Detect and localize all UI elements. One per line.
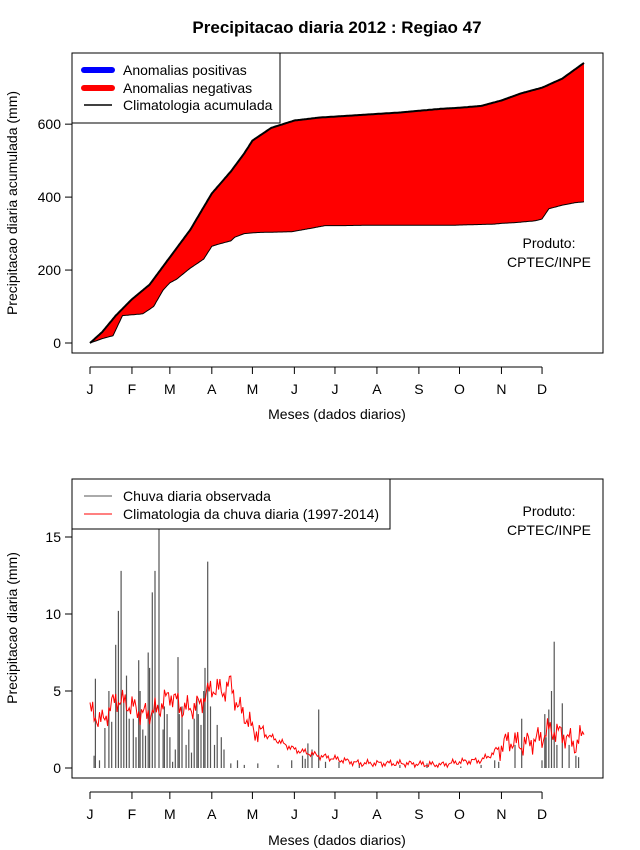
top-product-label-1: Produto: <box>523 235 576 251</box>
bottom-x-tick-label: M <box>164 806 176 822</box>
bottom-x-tick-label: O <box>454 806 465 822</box>
bottom-y-tick-label: 10 <box>45 606 61 622</box>
top-x-tick-label: J <box>331 381 338 397</box>
top-legend: Anomalias positivas Anomalias negativas … <box>71 52 281 124</box>
top-x-tick-label: M <box>164 381 176 397</box>
bottom-x-tick-label: A <box>207 806 217 822</box>
top-x-tick-label: F <box>128 381 137 397</box>
bottom-x-tick-label: S <box>414 806 423 822</box>
top-y-tick-label: 400 <box>38 189 62 205</box>
legend-label-climatology-daily: Climatologia da chuva diaria (1997-2014) <box>123 506 379 522</box>
bottom-x-axis-label: Meses (dados diarios) <box>268 832 406 848</box>
legend-label-observed: Chuva diaria observada <box>123 488 271 504</box>
bottom-legend-box <box>71 478 391 530</box>
top-x-tick-label: N <box>496 381 506 397</box>
bottom-chart: 0 5 10 15 J F M A M J J A S O N D Meses (dados diarios… <box>4 478 604 848</box>
bottom-y-tick-label: 5 <box>53 683 61 699</box>
top-y-tick-label: 0 <box>53 335 61 351</box>
legend-label-negative: Anomalias negativas <box>123 80 252 96</box>
bottom-x-tick-label: D <box>537 806 547 822</box>
top-product-label-2: CPTEC/INPE <box>507 254 591 270</box>
top-y-tick-label: 200 <box>38 262 62 278</box>
top-x-tick-label: M <box>247 381 259 397</box>
top-x-tick-label: A <box>207 381 217 397</box>
top-x-tick-label: J <box>87 381 94 397</box>
top-x-tick-label: D <box>537 381 547 397</box>
top-y-axis: 0 200 400 600 <box>38 116 73 351</box>
bottom-product-label-1: Produto: <box>523 503 576 519</box>
bottom-x-tick-label: J <box>87 806 94 822</box>
legend-label-positive: Anomalias positivas <box>123 62 247 78</box>
climatology-cumulative-line <box>89 62 585 344</box>
top-x-tick-label: A <box>372 381 382 397</box>
bottom-y-axis: 0 5 10 15 <box>45 529 73 776</box>
top-chart: Precipitacao diaria 2012 : Regiao 47 0 20… <box>4 18 604 422</box>
bottom-x-tick-label: J <box>291 806 298 822</box>
bottom-legend: Chuva diaria observada Climatologia da c… <box>71 478 391 530</box>
top-x-axis-label: Meses (dados diarios) <box>268 406 406 422</box>
bottom-x-tick-label: J <box>331 806 338 822</box>
observed-rain-bars <box>93 521 580 768</box>
bottom-x-tick-label: F <box>128 806 137 822</box>
top-x-tick-label: O <box>454 381 465 397</box>
bottom-y-axis-label: Precipitacao diaria (mm) <box>4 552 20 704</box>
top-x-tick-label: J <box>291 381 298 397</box>
top-x-tick-label: S <box>414 381 423 397</box>
observed-cumulative-line <box>89 201 585 344</box>
chart-title: Precipitacao diaria 2012 : Regiao 47 <box>192 18 481 37</box>
bottom-product-label-2: CPTEC/INPE <box>507 522 591 538</box>
top-y-axis-label: Precipitacao diaria acumulada (mm) <box>4 91 20 315</box>
climatology-daily-line <box>89 675 585 769</box>
bottom-y-tick-label: 15 <box>45 529 61 545</box>
bottom-x-tick-label: N <box>496 806 506 822</box>
legend-label-climatology: Climatologia acumulada <box>123 97 273 113</box>
bottom-x-tick-label: A <box>372 806 382 822</box>
negative-anomaly-area <box>90 62 584 344</box>
bottom-x-tick-label: M <box>247 806 259 822</box>
bottom-y-tick-label: 0 <box>53 760 61 776</box>
top-y-tick-label: 600 <box>38 116 62 132</box>
